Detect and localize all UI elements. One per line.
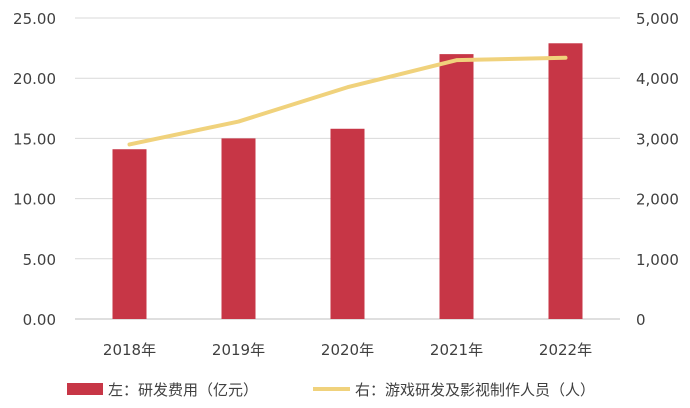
x-tick-label: 2018年 [103,341,156,359]
bar [221,138,256,319]
y-left-tick-label: 0.00 [23,311,56,329]
x-tick-label: 2020年 [321,341,374,359]
series-line [127,55,568,147]
x-tick-label: 2022年 [539,341,592,359]
y-left-tick-label: 10.00 [13,191,56,209]
line-series [127,55,568,147]
y-left-tick-label: 25.00 [13,10,56,28]
y-right-tick-label: 4,000 [636,70,679,88]
bar [330,128,365,319]
bar [112,149,147,319]
y-left-tick-label: 15.00 [13,130,56,148]
y-right-tick-label: 1,000 [636,251,679,269]
right-axis-ticks: 0 1,000 2,000 3,000 4,000 5,000 [636,10,679,329]
y-right-tick-label: 2,000 [636,191,679,209]
legend-swatch-bar [67,383,103,395]
y-left-tick-label: 5.00 [23,251,56,269]
x-tick-label: 2021年 [430,341,483,359]
x-axis-ticks: 2018年 2019年 2020年 2021年 2022年 [103,341,592,359]
y-right-tick-label: 0 [636,311,646,329]
y-left-tick-label: 20.00 [13,70,56,88]
bar [548,43,583,320]
legend: 左：研发费用（亿元） 右：游戏研发及影视制作人员（人） [67,381,595,399]
legend-label-line: 右：游戏研发及影视制作人员（人） [355,381,595,399]
bar [439,54,474,320]
x-tick-label: 2019年 [212,341,265,359]
left-axis-ticks: 0.00 5.00 10.00 15.00 20.00 25.00 [13,10,56,329]
legend-label-bar: 左：研发费用（亿元） [108,381,258,399]
bar-series [112,43,583,320]
y-right-tick-label: 3,000 [636,130,679,148]
y-right-tick-label: 5,000 [636,10,679,28]
